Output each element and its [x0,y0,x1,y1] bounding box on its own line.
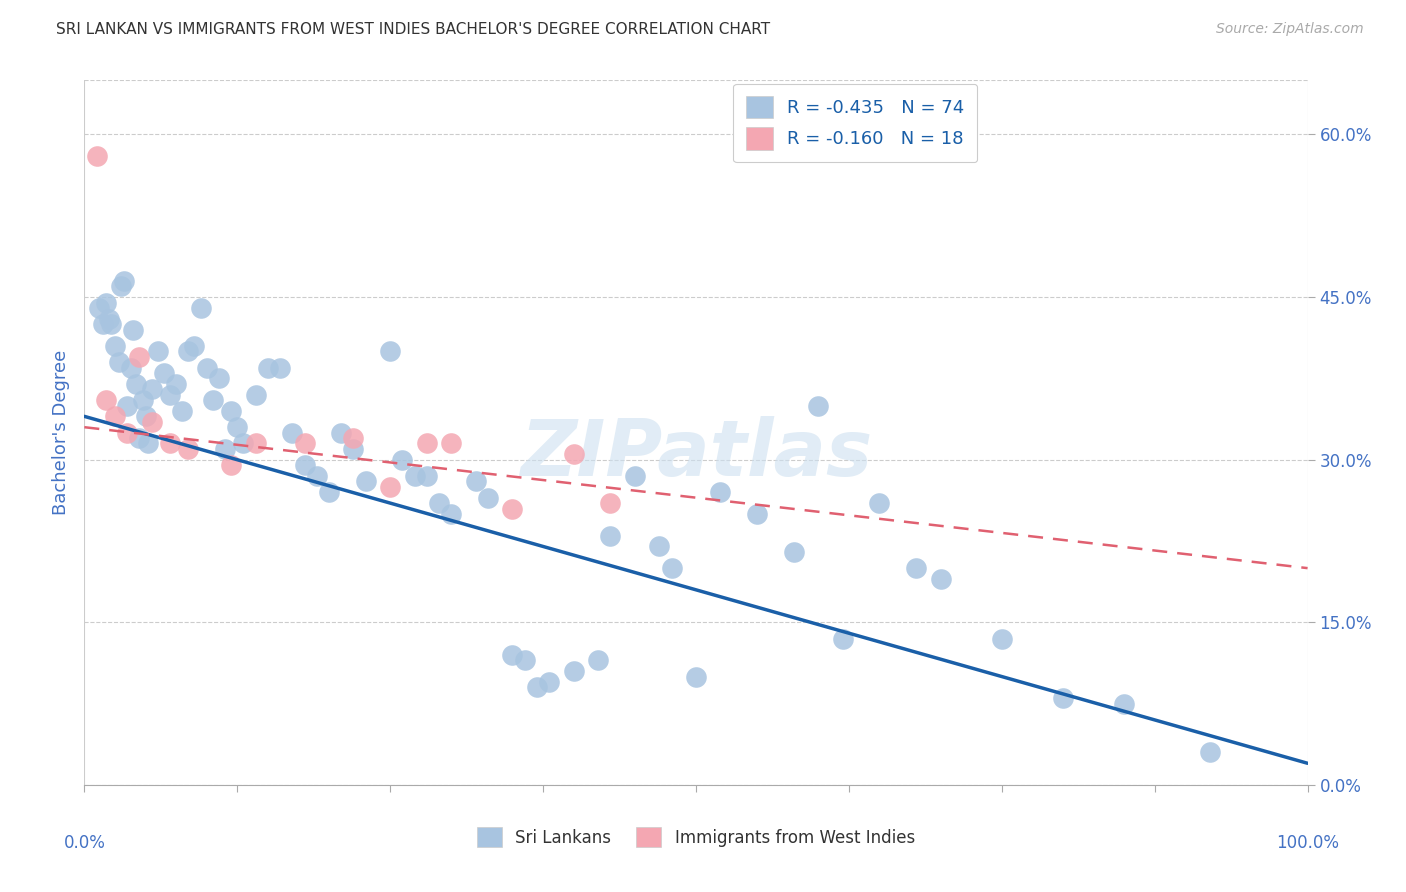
Point [599,528,621,542]
Point [526,681,548,695]
Point [538,675,561,690]
Point [128,431,150,445]
Point [159,436,181,450]
Point [201,393,224,408]
Point [562,447,585,461]
Point [305,469,328,483]
Point [153,366,176,380]
Point [219,404,242,418]
Point [115,399,138,413]
Point [281,425,304,440]
Point [141,415,163,429]
Point [905,561,928,575]
Point [416,469,439,483]
Point [257,360,280,375]
Point [929,572,952,586]
Point [342,442,364,456]
Point [104,409,127,424]
Point [991,632,1014,646]
Point [318,485,340,500]
Text: SRI LANKAN VS IMMIGRANTS FROM WEST INDIES BACHELOR'S DEGREE CORRELATION CHART: SRI LANKAN VS IMMIGRANTS FROM WEST INDIE… [56,22,770,37]
Point [661,561,683,575]
Point [709,485,731,500]
Text: 0.0%: 0.0% [63,834,105,852]
Point [869,496,891,510]
Point [1114,697,1136,711]
Point [110,279,132,293]
Point [294,458,316,472]
Text: 100.0%: 100.0% [1277,834,1339,852]
Point [232,436,254,450]
Point [440,436,463,450]
Point [1052,691,1074,706]
Point [513,653,536,667]
Point [104,339,127,353]
Point [172,404,194,418]
Point [464,475,486,489]
Point [269,360,291,375]
Point [391,452,413,467]
Point [146,344,169,359]
Point [97,311,120,326]
Point [477,491,499,505]
Text: Source: ZipAtlas.com: Source: ZipAtlas.com [1216,22,1364,37]
Point [342,431,364,445]
Point [177,442,200,456]
Legend: Sri Lankans, Immigrants from West Indies: Sri Lankans, Immigrants from West Indies [471,821,921,855]
Point [245,436,267,450]
Point [100,317,122,331]
Point [807,399,830,413]
Point [177,344,200,359]
Point [648,540,671,554]
Point [96,295,118,310]
Point [330,425,353,440]
Point [165,376,187,391]
Point [354,475,377,489]
Point [245,387,267,401]
Point [122,323,145,337]
Point [214,442,236,456]
Y-axis label: Bachelor's Degree: Bachelor's Degree [52,350,70,516]
Point [219,458,242,472]
Point [685,669,707,683]
Point [86,149,108,163]
Point [132,393,155,408]
Point [380,480,402,494]
Point [183,339,205,353]
Point [783,545,806,559]
Point [1198,746,1220,760]
Point [416,436,439,450]
Point [586,653,609,667]
Point [136,436,159,450]
Point [87,301,110,315]
Point [115,425,138,440]
Text: ZIPatlas: ZIPatlas [520,416,872,491]
Point [141,382,163,396]
Point [404,469,426,483]
Point [440,507,463,521]
Point [831,632,853,646]
Point [159,387,181,401]
Point [747,507,769,521]
Point [135,409,157,424]
Point [226,420,249,434]
Point [502,501,524,516]
Point [380,344,402,359]
Point [427,496,450,510]
Point [294,436,316,450]
Point [195,360,218,375]
Point [599,496,621,510]
Point [190,301,212,315]
Point [112,274,135,288]
Point [125,376,148,391]
Point [624,469,647,483]
Point [91,317,114,331]
Point [562,664,585,678]
Point [208,371,231,385]
Point [128,350,150,364]
Point [502,648,524,662]
Point [96,393,118,408]
Point [107,355,129,369]
Point [120,360,142,375]
